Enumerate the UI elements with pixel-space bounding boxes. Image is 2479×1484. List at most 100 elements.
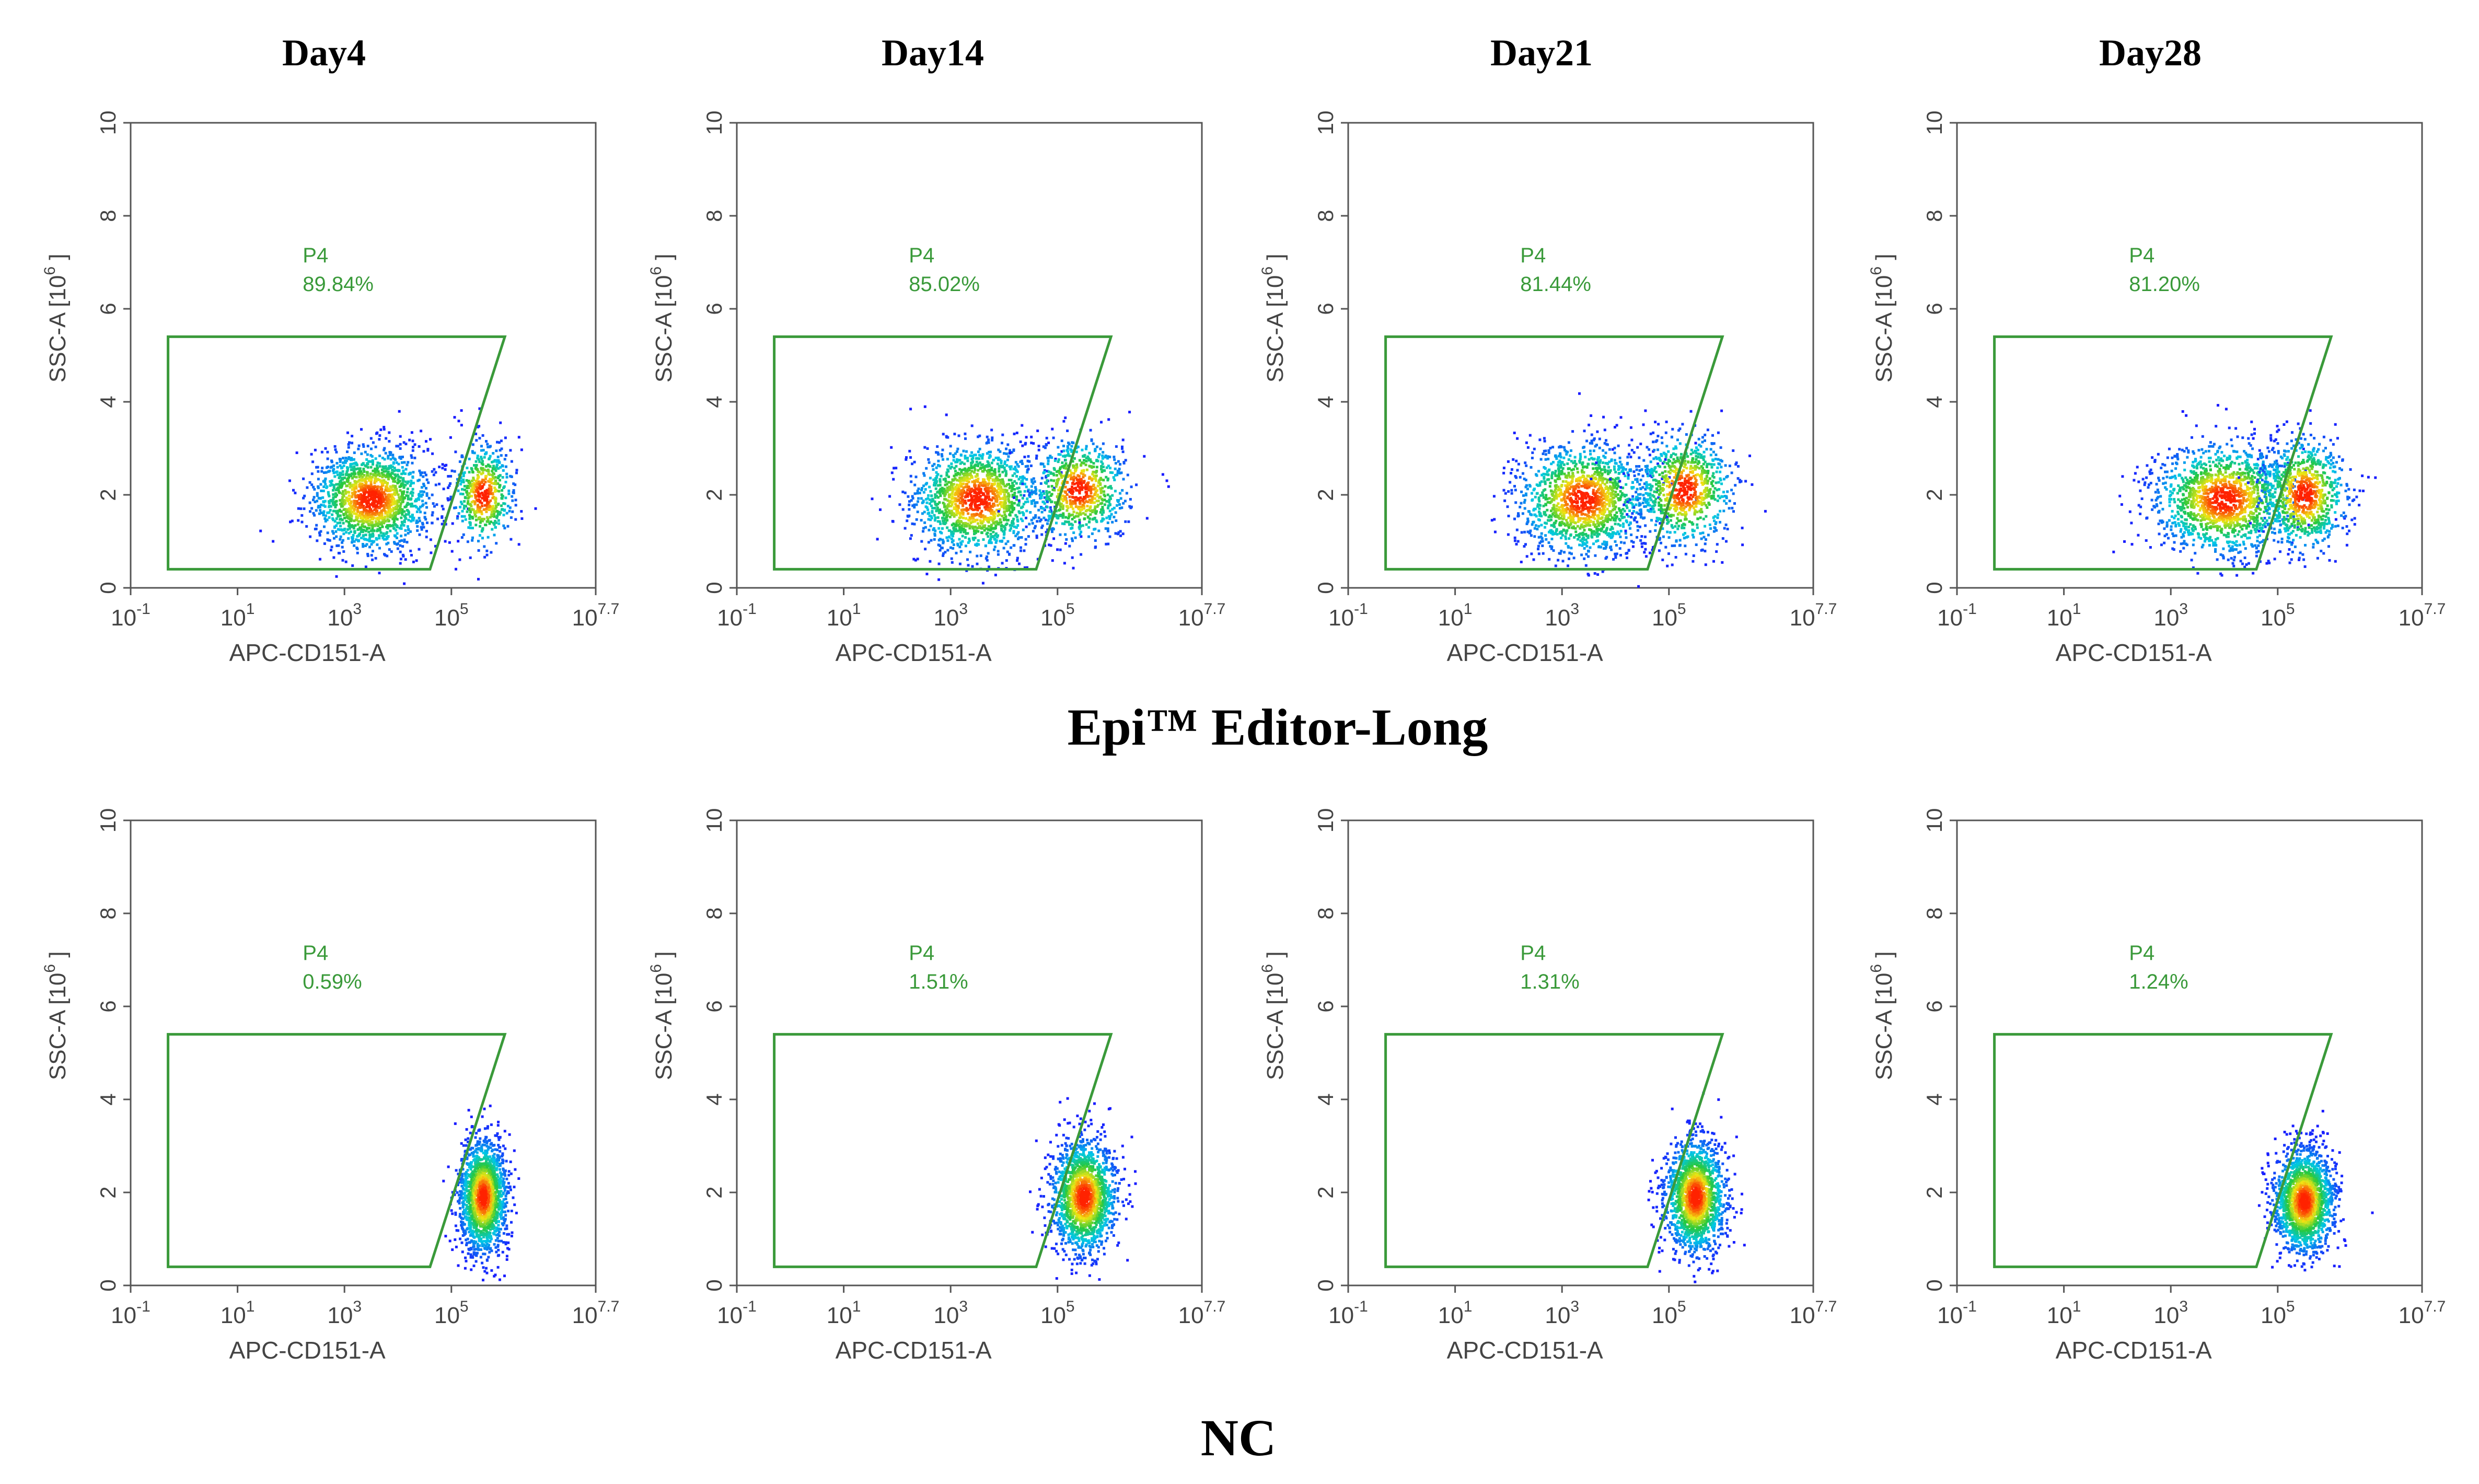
c0-event-point: [368, 479, 371, 481]
c0-event-point: [467, 497, 469, 500]
c0-event-point: [291, 520, 294, 523]
c1-event-point: [1022, 497, 1024, 500]
c0-event-point: [460, 409, 463, 412]
c1-event-point: [994, 546, 997, 548]
c0-event-point: [395, 529, 397, 531]
c0-event-point: [328, 516, 331, 519]
c1-event-point: [964, 437, 967, 440]
c0-event-point: [502, 525, 505, 527]
c0-event-point: [366, 553, 369, 555]
c0-event-point: [360, 527, 362, 529]
row-title-epi-editor-long: Epi™ Editor-Long: [1068, 698, 1488, 756]
c0-event-point: [504, 458, 506, 460]
c0-event-point: [364, 451, 367, 454]
c0-event-point: [348, 494, 351, 497]
c0-event-point: [513, 492, 515, 494]
c0-event-point: [405, 468, 408, 471]
c0-event-point: [358, 514, 361, 517]
c0-event-point: [400, 472, 403, 475]
c0-event-point: [385, 504, 387, 507]
c0-event-point: [350, 463, 353, 466]
c0-event-point: [471, 516, 474, 518]
c0-event-point: [436, 518, 439, 520]
c0-event-point: [342, 461, 344, 464]
c0-event-point: [362, 543, 364, 546]
c0-event-point: [442, 463, 444, 466]
c0-event-point: [483, 518, 485, 520]
c0-event-point: [383, 519, 386, 522]
c0-event-point: [494, 501, 497, 503]
c0-event-point: [348, 524, 351, 526]
c0-event-point: [348, 532, 351, 535]
c0-event-point: [421, 505, 424, 507]
c0-event-point: [357, 472, 360, 475]
c0-event-point: [411, 462, 414, 465]
c0-event-point: [324, 500, 327, 503]
c0-event-point: [448, 541, 451, 544]
c0-event-point: [459, 506, 461, 508]
c1-event-point: [936, 445, 939, 448]
c0-event-point: [357, 502, 360, 505]
c0-event-point: [483, 456, 486, 459]
c0-event-point: [346, 528, 349, 531]
c1-event-point: [937, 527, 940, 530]
c0-event-point: [335, 462, 338, 465]
c0-event-point: [354, 487, 356, 490]
c0-event-point: [316, 500, 318, 502]
c1-event-point: [964, 433, 966, 435]
c0-event-point: [486, 516, 489, 519]
c0-event-point: [400, 535, 402, 537]
c0-event-point: [404, 472, 407, 475]
c0-event-point: [471, 539, 473, 542]
c0-event-point: [408, 439, 411, 442]
c0-event-point: [399, 498, 402, 501]
c0-event-point: [487, 536, 490, 539]
c0-event-point: [470, 495, 473, 497]
c0-event-point: [324, 505, 327, 508]
c0-event-point: [342, 490, 344, 493]
c0-event-point: [351, 511, 354, 513]
c0-event-point: [403, 497, 406, 500]
c0-event-point: [339, 525, 342, 527]
c0-event-point: [479, 485, 481, 488]
c0-event-point: [464, 485, 466, 488]
c0-event-point: [317, 478, 320, 480]
c0-event-point: [294, 492, 296, 494]
c0-event-point: [504, 436, 507, 439]
c0-event-point: [373, 494, 376, 496]
c0-event-point: [407, 510, 410, 513]
c0-event-point: [403, 461, 406, 463]
c0-event-point: [469, 503, 471, 505]
c0-event-point: [388, 440, 390, 443]
c0-event-point: [406, 541, 409, 543]
c0-event-point: [337, 486, 340, 489]
c0-event-point: [379, 527, 381, 529]
c1-event-point: [1052, 537, 1055, 540]
c0-event-point: [351, 435, 353, 437]
c0-event-point: [302, 478, 305, 480]
c0-event-point: [326, 485, 328, 488]
c0-event-point: [334, 445, 337, 448]
c0-event-point: [414, 500, 416, 503]
c1-event-point: [966, 457, 969, 459]
c0-event-point: [360, 428, 363, 431]
c0-event-point: [386, 502, 389, 504]
c0-event-point: [382, 498, 385, 501]
c0-event-point: [500, 454, 503, 457]
c0-event-point: [489, 478, 491, 481]
c0-event-point: [390, 509, 393, 512]
flow-cytometry-figure: Day4 Day14 Day21 Day28 Epi™ Editor-Long …: [0, 0, 2479, 1484]
c0-event-point: [469, 556, 472, 559]
c0-event-point: [501, 496, 504, 498]
c0-event-point: [444, 468, 447, 471]
c0-event-point: [423, 471, 426, 474]
c0-event-point: [468, 481, 471, 484]
c0-event-point: [443, 488, 445, 490]
c0-event-point: [471, 480, 473, 482]
c0-event-point: [310, 453, 313, 456]
c1-event-point: [915, 476, 918, 478]
c0-event-point: [350, 502, 352, 504]
c1-event-point: [1005, 559, 1008, 562]
c0-event-point: [425, 536, 428, 538]
c0-event-point: [388, 473, 391, 476]
